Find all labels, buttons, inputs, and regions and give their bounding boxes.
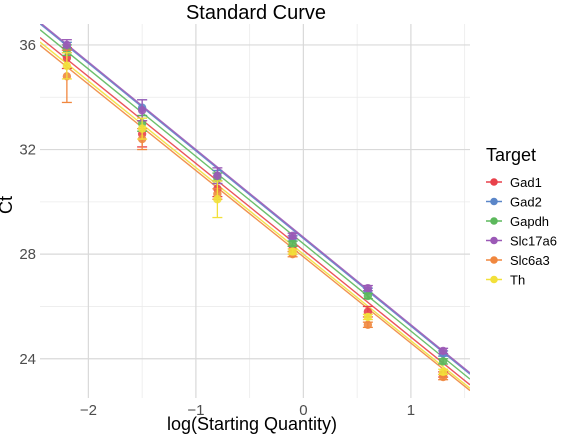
series-slc17a6 <box>61 39 449 356</box>
data-point <box>438 367 448 377</box>
legend-item-slc17a6: Slc17a6 <box>486 234 557 249</box>
fit-lines <box>40 24 470 392</box>
legend-items: Gad1 Gad2 Gapdh Slc17a6 Slc6a3 Th <box>486 175 557 288</box>
legend-label: Th <box>510 273 525 288</box>
fit-line-gad2 <box>40 24 470 375</box>
y-axis-title: Ct <box>0 196 16 214</box>
chart-title: Standard Curve <box>186 2 326 24</box>
fit-line-slc17a6 <box>40 24 470 374</box>
y-tick-label: 36 <box>19 37 36 54</box>
data-point <box>438 357 448 366</box>
legend-item-gad1: Gad1 <box>486 175 542 190</box>
legend-dot <box>490 217 498 225</box>
legend-label: Gapdh <box>510 214 549 229</box>
data-point <box>363 283 373 293</box>
data-point <box>137 106 147 115</box>
data-point <box>438 346 448 356</box>
x-tick-label: 0 <box>299 402 307 419</box>
legend-dot <box>490 275 498 284</box>
y-axis-ticks: 24 28 32 36 <box>19 37 36 368</box>
x-tick-label: 1 <box>407 402 415 419</box>
data-point <box>363 291 373 301</box>
legend-title: Target <box>486 145 536 165</box>
y-tick-label: 28 <box>19 246 36 263</box>
data-point <box>363 312 373 322</box>
x-tick-label: −1 <box>187 402 204 419</box>
legend-item-gapdh: Gapdh <box>486 214 549 229</box>
x-axis-title: log(Starting Quantity) <box>167 414 337 434</box>
legend-label: Slc6a3 <box>510 253 550 268</box>
legend-label: Gad2 <box>510 195 542 210</box>
data-point <box>213 171 222 180</box>
legend-dot <box>490 197 498 206</box>
legend-dot <box>490 178 498 186</box>
legend-label: Gad1 <box>510 175 542 190</box>
series-th <box>61 52 449 377</box>
x-tick-label: −2 <box>80 402 97 419</box>
fit-line-th <box>40 41 470 389</box>
data-point <box>62 40 72 50</box>
legend-dot <box>490 256 498 264</box>
fit-line-gad1 <box>40 36 470 386</box>
y-tick-label: 24 <box>19 351 36 368</box>
legend-label: Slc17a6 <box>510 234 557 249</box>
plot-area <box>40 24 470 398</box>
data-point <box>137 124 147 133</box>
x-axis-ticks: −2 −1 0 1 <box>80 402 415 419</box>
y-tick-label: 32 <box>19 142 36 159</box>
legend-item-th: Th <box>486 273 525 288</box>
data-point <box>62 61 72 71</box>
fit-line-gapdh <box>40 29 470 380</box>
data-point <box>288 247 297 256</box>
data-point <box>288 231 297 241</box>
fit-line-slc6a3 <box>40 44 470 392</box>
data-point <box>363 320 373 329</box>
legend: Target Gad1 Gad2 Gapdh Slc17a6 Slc6a3 Th <box>486 145 557 288</box>
legend-item-gad2: Gad2 <box>486 195 542 210</box>
data-point <box>288 239 297 248</box>
data-point <box>213 195 222 204</box>
legend-item-slc6a3: Slc6a3 <box>486 253 550 268</box>
legend-dot <box>490 236 498 245</box>
